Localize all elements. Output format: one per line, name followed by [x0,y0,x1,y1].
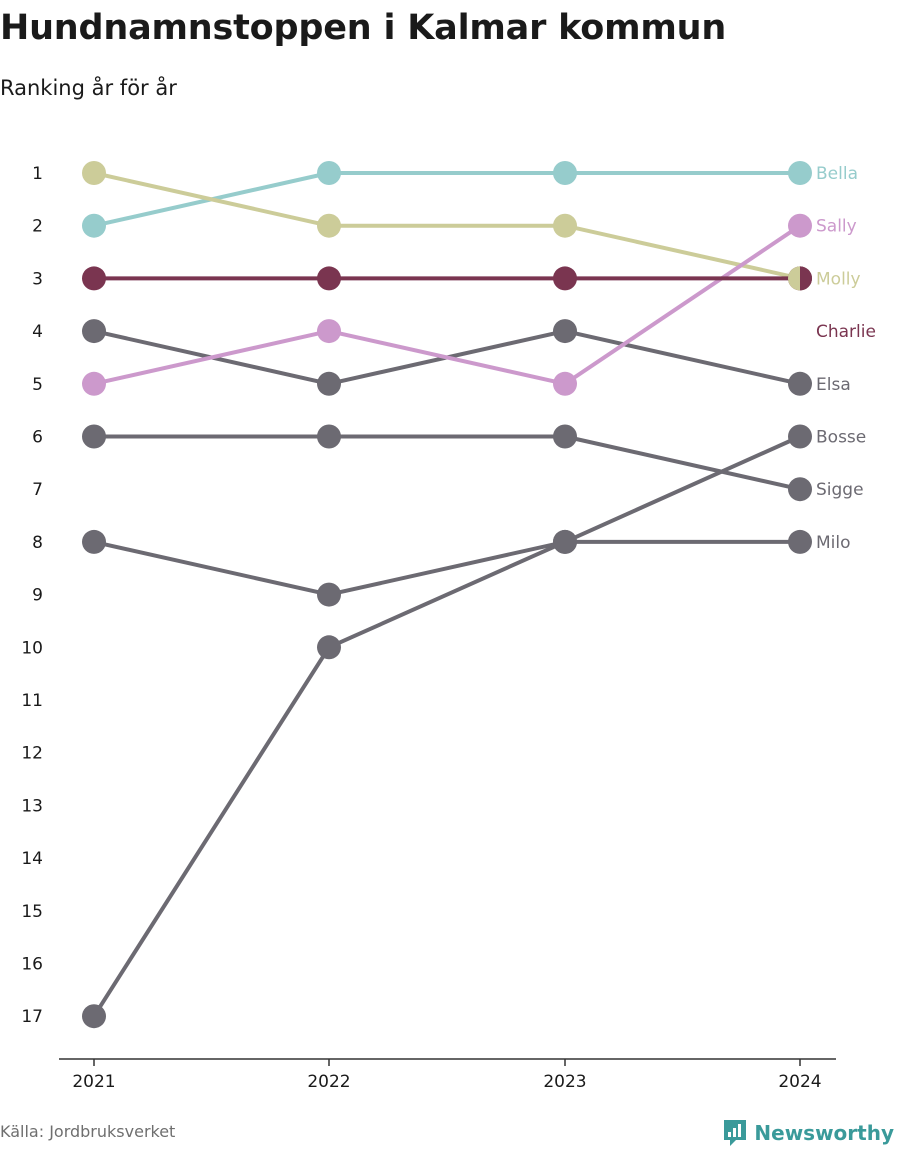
y-tick-label: 5 [32,375,43,395]
point-elsa-2021 [82,319,106,344]
series-label-elsa: Elsa [816,375,851,395]
x-tick-label: 2024 [778,1072,821,1092]
point-sally-2024 [788,213,812,238]
point-bosse-2021 [82,1004,106,1029]
series-label-bosse: Bosse [816,428,866,448]
y-tick-label: 15 [21,902,43,922]
point-bella-2021 [82,213,106,238]
series-points [82,161,813,1029]
y-tick-label: 16 [21,955,43,975]
chart-title: Hundnamnstoppen i Kalmar kommun [0,8,727,48]
point-charlie-2021 [82,266,106,291]
point-elsa-2024 [788,371,812,396]
y-tick-label: 1 [32,164,43,184]
point-molly-2023 [553,213,577,238]
series-line-bella [93,171,800,228]
point-charlie-2024-overlap [800,266,813,291]
series-label-milo: Milo [816,533,851,553]
series-lines [92,171,802,1018]
y-tick-label: 9 [32,586,43,606]
brand-logo[interactable]: Newsworthy [722,1118,894,1148]
x-tick-label: 2021 [72,1072,115,1092]
point-bosse-2022 [317,635,341,660]
x-tick-label: 2022 [307,1072,350,1092]
point-sigge-2022 [317,424,341,449]
chart-subtitle: Ranking år för år [0,76,177,100]
y-tick-label: 14 [21,849,43,869]
series-label-sally: Sally [816,217,857,237]
series-label-charlie: Charlie [816,322,876,342]
point-charlie-2023 [553,266,577,291]
series-line-bosse [92,434,801,1018]
point-sally-2021 [82,371,106,396]
point-sigge-2023 [553,424,577,449]
point-sigge-2024 [788,477,812,502]
y-tick-label: 10 [21,638,43,658]
source-note: Källa: Jordbruksverket [0,1122,176,1141]
series-label-bella: Bella [816,164,858,184]
y-tick-label: 11 [21,691,43,711]
y-tick-label: 3 [32,269,43,289]
newsworthy-logo-icon [724,1120,747,1146]
point-bella-2023 [553,161,577,185]
y-tick-label: 12 [21,744,43,764]
point-bella-2022 [317,161,341,185]
y-tick-label: 2 [32,217,43,237]
point-milo-2023 [553,529,577,554]
point-molly-2022 [317,213,341,238]
y-tick-label: 8 [32,533,43,553]
series-line-sigge [94,434,801,492]
point-bella-2024 [788,161,812,185]
point-elsa-2022 [317,371,341,396]
point-bosse-2024 [788,424,812,449]
point-sally-2023 [553,371,577,396]
point-molly-2021 [82,161,106,185]
y-tick-label: 17 [21,1007,43,1027]
point-sigge-2021 [82,424,106,449]
series-line-milo [93,539,800,597]
y-tick-label: 7 [32,480,43,500]
x-tick-label: 2023 [543,1072,586,1092]
y-tick-label: 6 [32,428,43,448]
series-labels: Bella Sally Molly Charlie Elsa Bosse Sigge Milo [816,164,876,553]
series-label-sigge: Sigge [816,480,864,500]
brand-name: Newsworthy [754,1121,894,1145]
point-milo-2024 [788,529,812,554]
y-tick-label: 4 [32,322,43,342]
series-label-molly: Molly [816,269,861,289]
point-milo-2021 [82,529,106,554]
point-elsa-2023 [553,319,577,344]
series-line-sally [93,224,802,386]
point-milo-2022 [317,582,341,607]
point-charlie-2022 [317,266,341,291]
x-axis: 2021 2022 2023 2024 [59,1058,836,1092]
series-line-molly [93,171,801,281]
y-tick-label: 13 [21,796,43,816]
point-sally-2022 [317,319,341,344]
point-molly-2024-overlap [788,266,800,291]
